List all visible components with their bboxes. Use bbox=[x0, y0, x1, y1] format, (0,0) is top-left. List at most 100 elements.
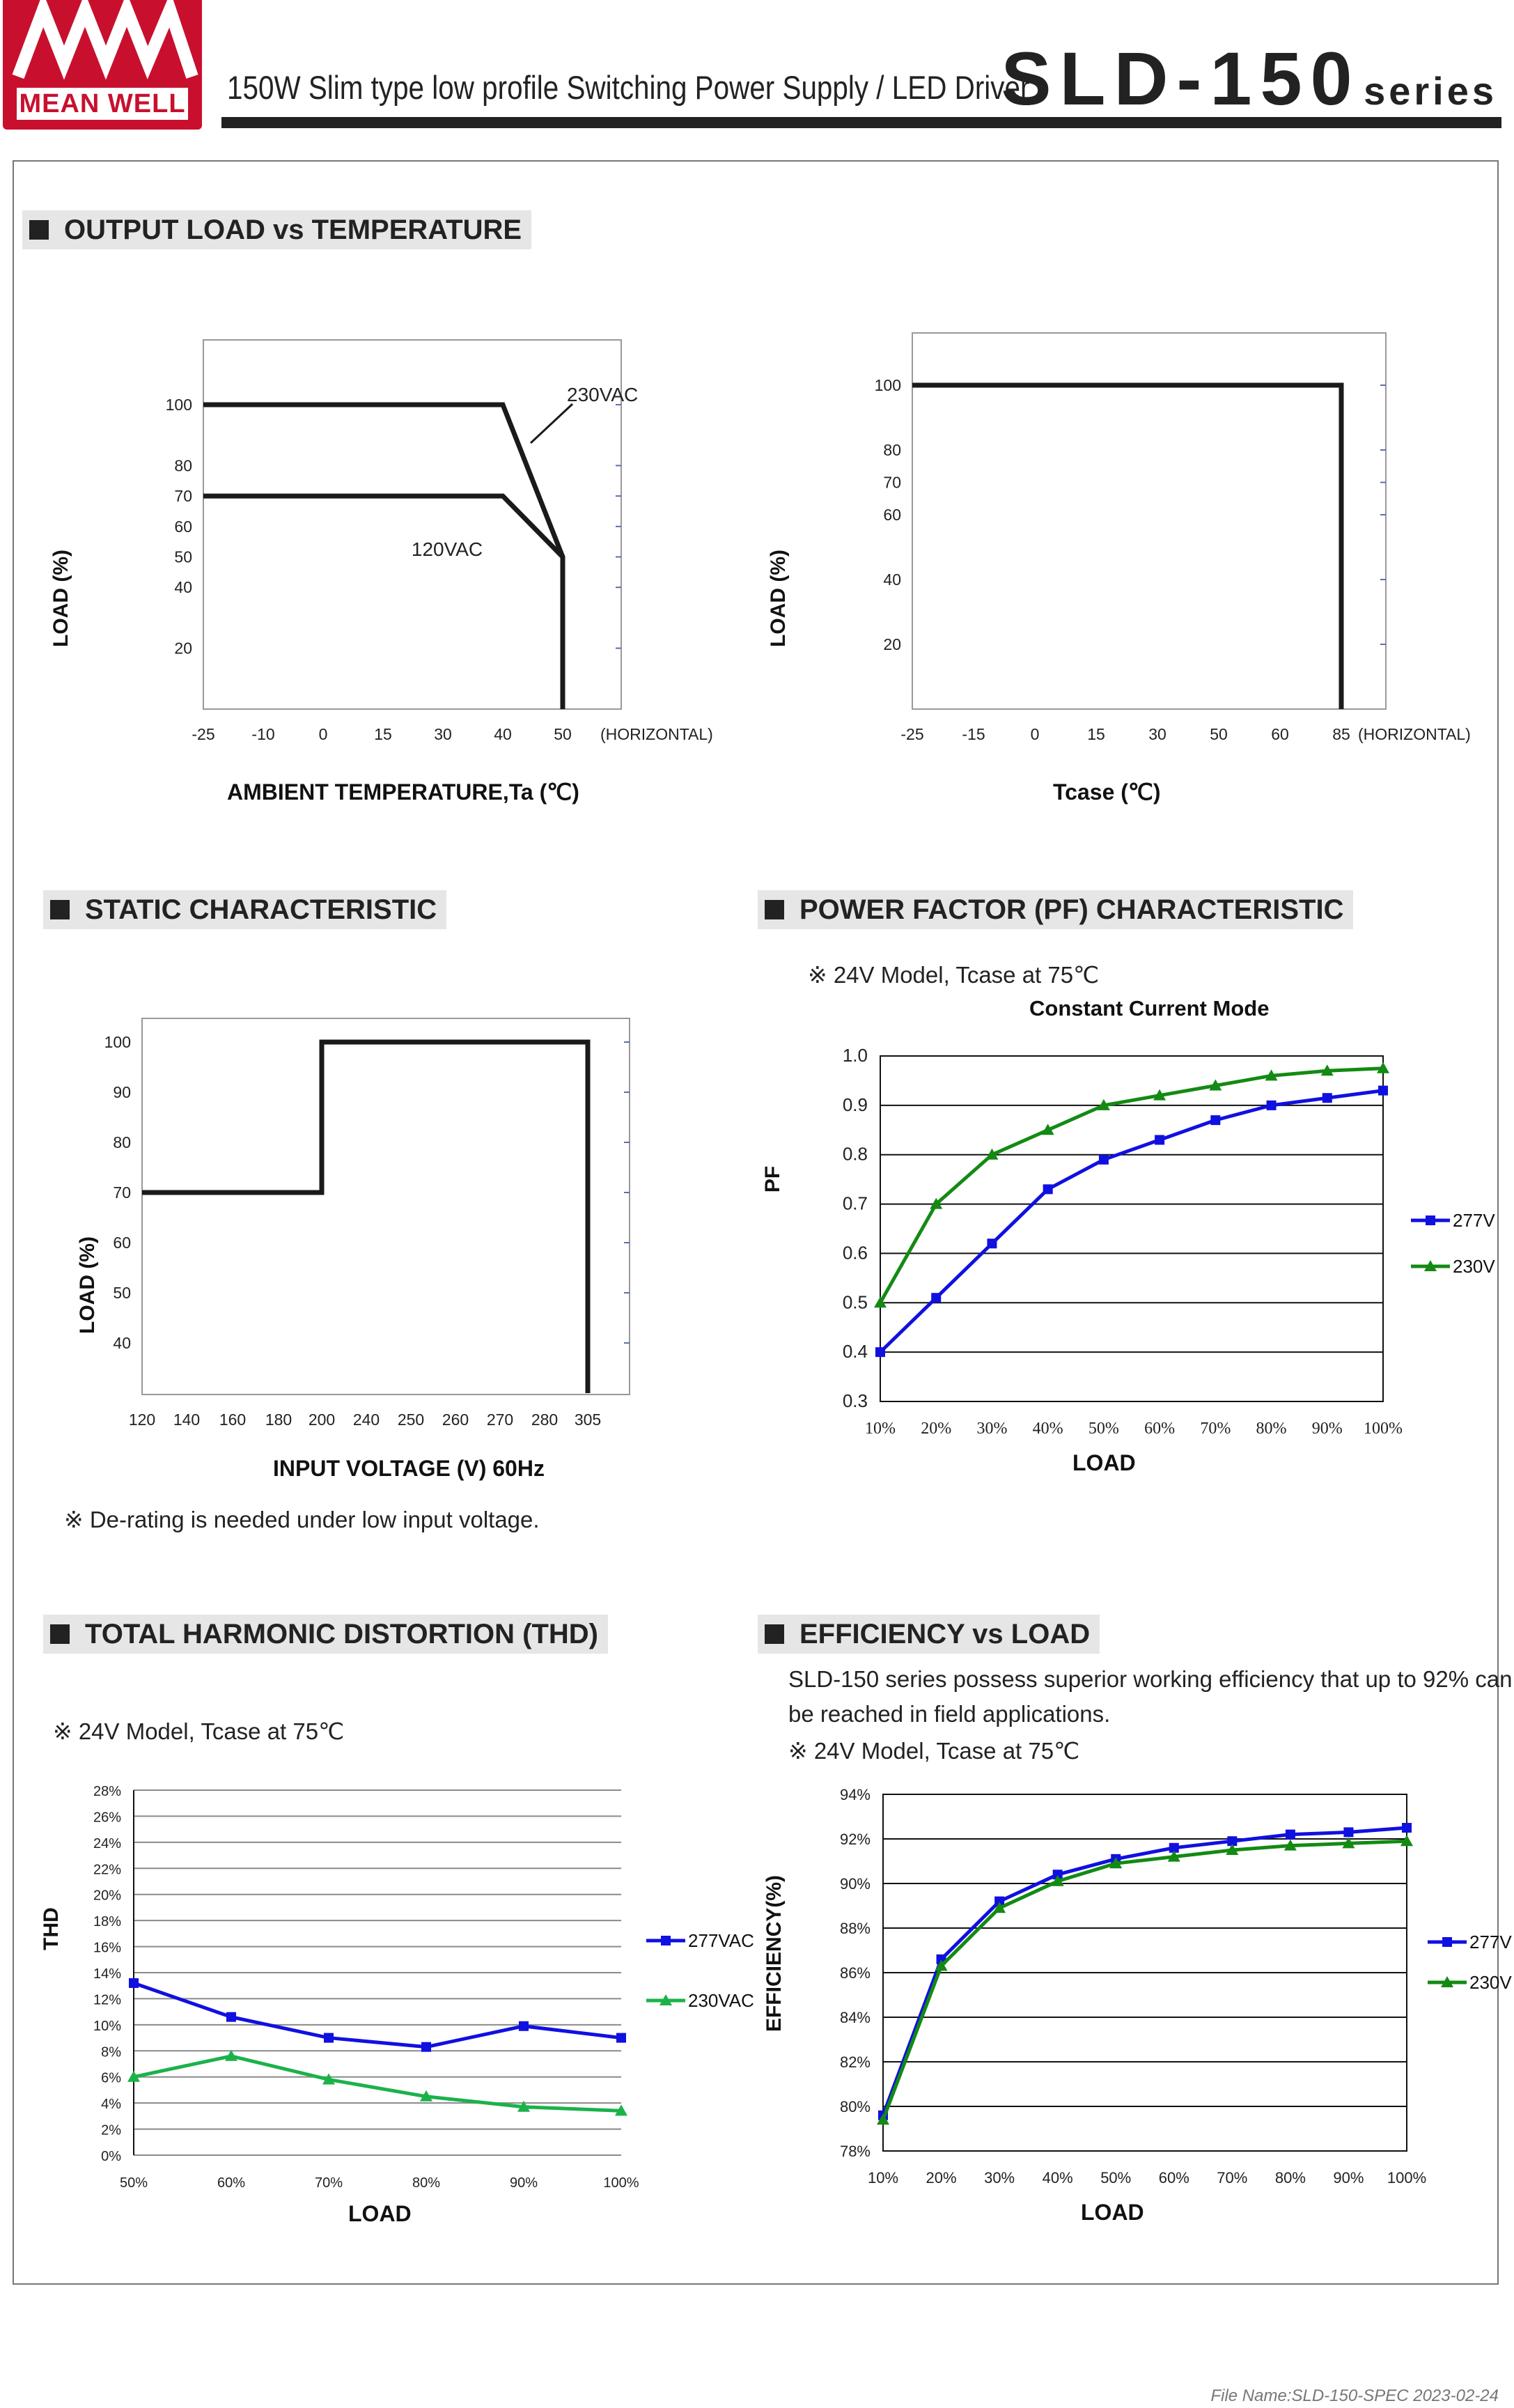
x-tick-label: -25 bbox=[900, 725, 923, 743]
data-point-230v bbox=[1265, 1069, 1278, 1081]
y-tick-label: 70 bbox=[883, 474, 901, 492]
y-tick-label: 50 bbox=[174, 548, 192, 566]
y-tick-label: 90 bbox=[113, 1083, 131, 1101]
mw-logo-mark-icon bbox=[12, 0, 198, 80]
series-line-277v bbox=[881, 1826, 1407, 2116]
data-point-230v bbox=[877, 2113, 889, 2125]
x-tick-label: 40% bbox=[1033, 1420, 1063, 1438]
chart-d-xlabel: LOAD bbox=[1072, 1450, 1136, 1475]
legend-marker-277vac bbox=[661, 1936, 671, 1945]
chart-f-xlabel: LOAD bbox=[1081, 2200, 1144, 2225]
data-point-277v bbox=[1266, 1100, 1277, 1110]
y-tick-label: 6% bbox=[101, 2071, 121, 2086]
data-point-277vac bbox=[324, 2033, 334, 2043]
series-line-230v bbox=[881, 1839, 1407, 2121]
bullet-square-icon bbox=[50, 900, 70, 919]
data-point-277vac bbox=[129, 1978, 139, 1988]
y-tick-label: 0% bbox=[101, 2149, 121, 2164]
y-tick-label: 22% bbox=[93, 1862, 121, 1877]
section-title-output-load: OUTPUT LOAD vs TEMPERATURE bbox=[22, 210, 532, 249]
legend-label-230v: 230V bbox=[1469, 1972, 1512, 1993]
content-frame bbox=[13, 160, 1499, 2285]
x-tick-label: 15 bbox=[1087, 725, 1105, 743]
series-line-277v bbox=[879, 1089, 1384, 1353]
data-point-277vac bbox=[421, 2042, 431, 2052]
data-point-230vac bbox=[322, 2073, 335, 2085]
data-point-277v bbox=[1227, 1836, 1238, 1847]
y-tick-label: 0.4 bbox=[843, 1341, 868, 1362]
file-name-footer: File Name:SLD-150-SPEC 2023-02-24 bbox=[1210, 2386, 1499, 2405]
x-tick-label: 240 bbox=[353, 1411, 380, 1429]
y-tick-label: 70 bbox=[174, 487, 192, 505]
data-point-230v bbox=[1283, 1839, 1297, 1851]
plot-frame bbox=[880, 1055, 1384, 1402]
derating-line-230vac bbox=[203, 402, 565, 709]
data-point-230vac bbox=[615, 2104, 627, 2116]
y-tick-label: 82% bbox=[840, 2053, 871, 2071]
x-tick-label: 120 bbox=[129, 1411, 155, 1429]
static-load-line bbox=[142, 1039, 591, 1393]
data-point-230v bbox=[1226, 1844, 1239, 1855]
y-tick-label: 92% bbox=[840, 1831, 871, 1848]
x-tick-label: 80% bbox=[1275, 2169, 1306, 2186]
data-point-230v bbox=[1377, 1062, 1389, 1073]
y-tick-label: 90% bbox=[840, 1875, 871, 1893]
x-tick-label: 0 bbox=[319, 725, 328, 743]
x-tick-label: 60% bbox=[1144, 1420, 1175, 1438]
data-point-230v bbox=[1109, 1857, 1123, 1869]
mean-well-logo: MEAN WELL bbox=[3, 0, 202, 130]
y-tick-label: 78% bbox=[840, 2143, 871, 2160]
y-tick-label: 86% bbox=[840, 1964, 871, 1982]
x-tick-label: 250 bbox=[398, 1411, 424, 1429]
x-tick-label: 40% bbox=[1043, 2169, 1073, 2186]
y-tick-label: 0.6 bbox=[843, 1242, 868, 1263]
data-point-277v bbox=[1285, 1829, 1295, 1840]
x-tick-label: 30 bbox=[434, 725, 452, 743]
legend-marker-230v bbox=[1441, 1976, 1453, 1987]
chart-b-xlabel: Tcase (℃) bbox=[1053, 779, 1161, 805]
x-tick-label: 10% bbox=[868, 2169, 898, 2186]
x-tick-label: 30% bbox=[984, 2169, 1015, 2186]
y-tick-label: 0.3 bbox=[843, 1390, 868, 1411]
x-tick-label: -10 bbox=[251, 725, 274, 743]
x-tick-label: 70% bbox=[1200, 1420, 1231, 1438]
x-tick-label: 60% bbox=[217, 2175, 245, 2191]
x-tick-label: 70% bbox=[1217, 2169, 1247, 2186]
y-tick-label: 28% bbox=[93, 1784, 121, 1799]
data-point-230v bbox=[1400, 1835, 1413, 1847]
derating-line-120vac bbox=[203, 493, 565, 709]
y-tick-label: 16% bbox=[93, 1941, 121, 1956]
data-point-230v bbox=[930, 1197, 943, 1209]
bullet-square-icon bbox=[765, 900, 784, 919]
x-tick-label: -25 bbox=[192, 725, 214, 743]
y-tick-label: 100 bbox=[104, 1033, 131, 1051]
data-point-230v bbox=[1153, 1089, 1166, 1101]
plot-frame bbox=[141, 1018, 630, 1395]
data-point-230vac bbox=[225, 2049, 237, 2061]
x-tick-label: 60% bbox=[1159, 2169, 1189, 2186]
data-point-230v bbox=[1097, 1098, 1110, 1110]
x-tick-label: 20% bbox=[921, 1420, 951, 1438]
legend-label-277vac: 277VAC bbox=[688, 1930, 754, 1951]
data-point-277v bbox=[1378, 1085, 1388, 1096]
data-point-230vac bbox=[127, 2070, 140, 2082]
label-leader-230vac bbox=[529, 403, 574, 444]
y-tick-label: 88% bbox=[840, 1920, 871, 1937]
page-title: 150W Slim type low profile Switching Pow… bbox=[227, 69, 1030, 106]
eff-model-note: ※ 24V Model, Tcase at 75℃ bbox=[788, 1738, 1080, 1764]
x-tick-label: 90% bbox=[1312, 1420, 1343, 1438]
y-tick-label: 24% bbox=[93, 1836, 121, 1851]
data-point-230v bbox=[1041, 1124, 1054, 1135]
x-tick-label: 50% bbox=[1100, 2169, 1131, 2186]
data-point-277v bbox=[1052, 1870, 1063, 1880]
x-tick-label: 100% bbox=[603, 2175, 639, 2191]
legend-marker-230v bbox=[1424, 1260, 1437, 1271]
x-tick-label: 100% bbox=[1387, 2169, 1426, 2186]
x-tick-label: 20% bbox=[926, 2169, 957, 2186]
series-line-277vac bbox=[133, 1981, 622, 2049]
chart-a-ylabel: LOAD (%) bbox=[49, 550, 72, 647]
data-point-277v bbox=[987, 1238, 997, 1249]
data-point-277vac bbox=[519, 2021, 529, 2031]
section-title-pf: POWER FACTOR (PF) CHARACTERISTIC bbox=[758, 890, 1354, 929]
chart-static: 120 140 160 180 200 240 250 260 270 280 305 100 90 80… bbox=[104, 1018, 630, 1429]
